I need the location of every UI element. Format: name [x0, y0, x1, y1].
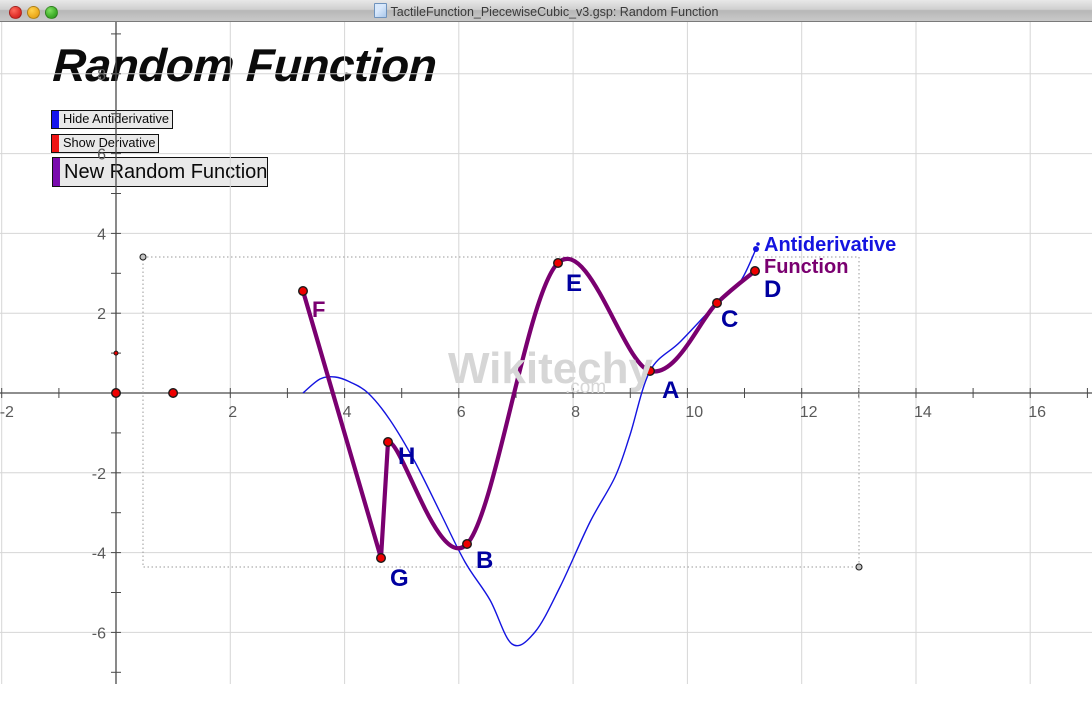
svg-text:Wikitechy: Wikitechy — [448, 344, 654, 393]
svg-text:8: 8 — [571, 404, 580, 421]
svg-text:16: 16 — [1028, 404, 1046, 421]
svg-text:G: G — [390, 565, 409, 592]
svg-text:6: 6 — [457, 404, 466, 421]
svg-text:12: 12 — [800, 404, 818, 421]
svg-text:2: 2 — [97, 306, 106, 323]
svg-text:-4: -4 — [92, 546, 106, 563]
svg-text:F: F — [312, 297, 325, 322]
svg-text:4: 4 — [343, 404, 352, 421]
svg-text:D: D — [764, 276, 781, 303]
svg-text:-6: -6 — [92, 625, 106, 642]
svg-text:E: E — [566, 270, 582, 297]
svg-text:H: H — [398, 443, 415, 470]
svg-text:-2: -2 — [0, 404, 14, 421]
svg-text:4: 4 — [97, 226, 106, 243]
svg-text:C: C — [721, 306, 738, 333]
svg-text:6: 6 — [97, 147, 106, 164]
svg-text:A: A — [662, 377, 679, 404]
svg-text:Antiderivative: Antiderivative — [764, 234, 896, 256]
svg-text:14: 14 — [914, 404, 932, 421]
svg-text:B: B — [476, 547, 493, 574]
svg-text:-2: -2 — [92, 466, 106, 483]
svg-text:8: 8 — [97, 67, 106, 84]
svg-text:2: 2 — [228, 404, 237, 421]
svg-text:Function: Function — [764, 256, 848, 278]
svg-text:10: 10 — [685, 404, 703, 421]
svg-text:.com: .com — [565, 377, 606, 398]
